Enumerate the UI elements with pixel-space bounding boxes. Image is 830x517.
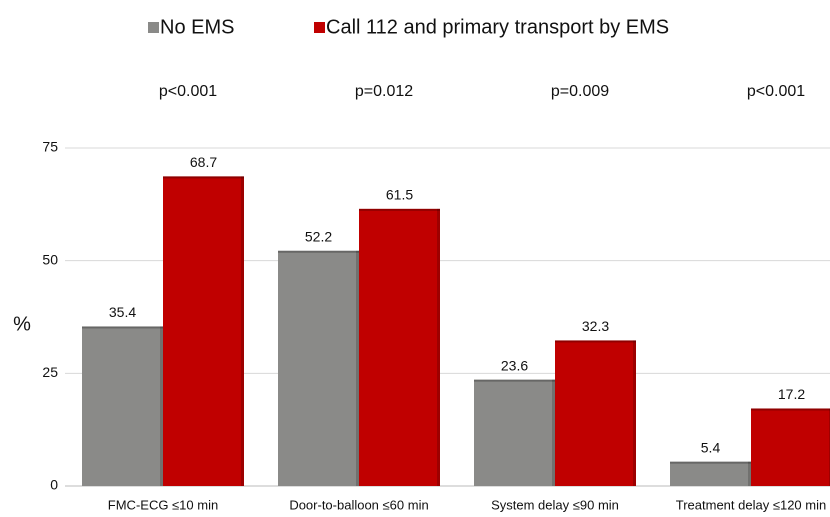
annotation: p=0.012	[355, 83, 413, 100]
x-tick-label: Treatment delay ≤120 min	[676, 497, 826, 512]
legend-swatch	[148, 22, 159, 33]
bar-top	[751, 408, 830, 411]
x-tick-label: Door-to-balloon ≤60 min	[289, 497, 428, 512]
bar-top	[359, 208, 440, 211]
bar-top	[163, 176, 244, 179]
value-label: 23.6	[501, 357, 528, 373]
bar	[163, 176, 244, 486]
bar	[555, 340, 636, 486]
x-tick-label: System delay ≤90 min	[491, 497, 619, 512]
bar	[359, 208, 440, 486]
y-tick-label: 50	[42, 251, 58, 267]
bar-side	[748, 461, 751, 486]
bar-side	[552, 379, 555, 486]
y-tick-label: 25	[42, 364, 58, 380]
bar-top	[278, 250, 359, 253]
annotation: p<0.001	[747, 83, 805, 100]
value-label: 61.5	[386, 187, 413, 203]
y-tick-label: 0	[50, 477, 58, 493]
annotation: p=0.009	[551, 83, 609, 100]
bar	[82, 326, 163, 486]
value-label: 32.3	[582, 318, 609, 334]
bar	[278, 250, 359, 486]
y-axis-label: %	[13, 313, 31, 335]
legend-label: Call 112 and primary transport by EMS	[326, 16, 669, 38]
bar-side	[356, 250, 359, 486]
bar	[670, 461, 751, 486]
value-label: 17.2	[778, 386, 805, 402]
bar-top	[474, 379, 555, 382]
bar-side	[633, 340, 636, 486]
bar-top	[82, 326, 163, 329]
bar-side	[437, 208, 440, 486]
bar	[474, 379, 555, 486]
value-label: 35.4	[109, 304, 136, 320]
legend-label: No EMS	[160, 16, 234, 38]
value-label: 68.7	[190, 154, 217, 170]
bar-top	[670, 461, 751, 464]
annotation: p<0.001	[159, 83, 217, 100]
bar-side	[160, 326, 163, 486]
legend-swatch	[314, 22, 325, 33]
value-label: 5.4	[701, 439, 721, 455]
bar-top	[555, 340, 636, 343]
x-tick-label: FMC-ECG ≤10 min	[108, 497, 218, 512]
bar	[751, 408, 830, 486]
bar-side	[241, 176, 244, 486]
value-label: 52.2	[305, 228, 332, 244]
y-tick-label: 75	[42, 139, 58, 155]
